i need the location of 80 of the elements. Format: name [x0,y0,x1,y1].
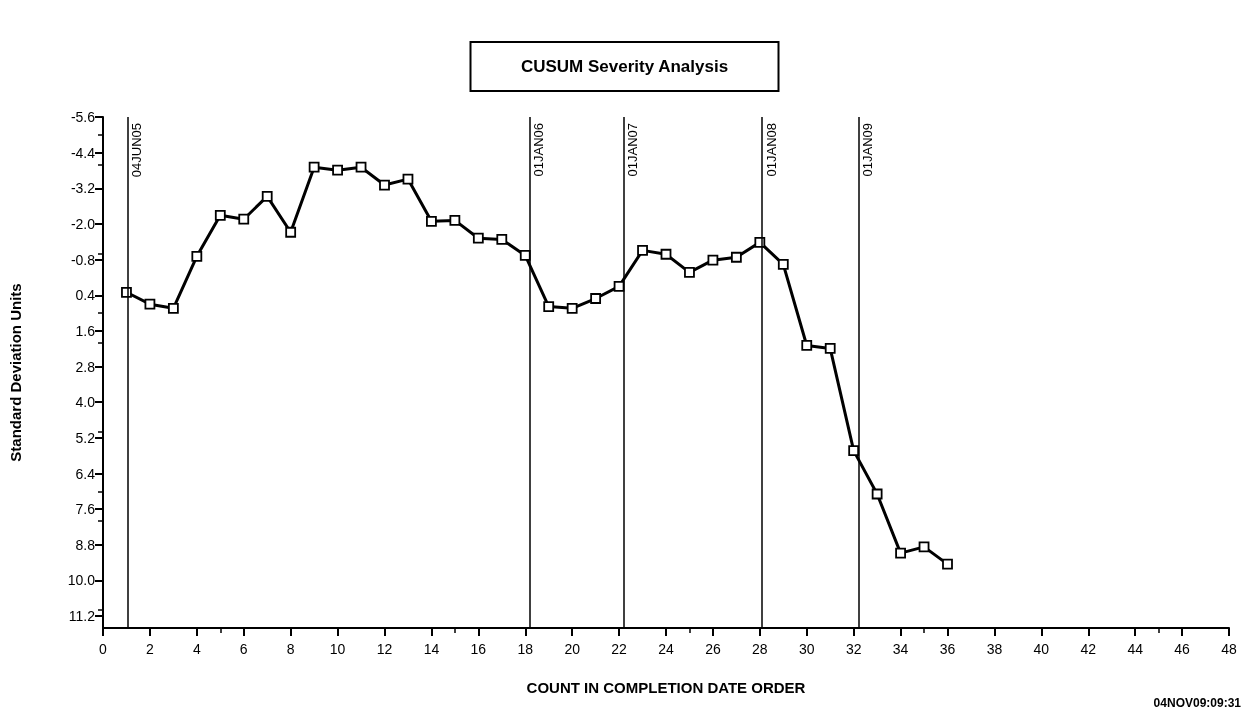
y-tick-label: 1.6 [75,322,96,339]
y-tick-label: -5.6 [70,109,96,125]
ref-line-label: 01JAN07 [625,123,641,177]
point [167,302,179,314]
point [707,254,719,266]
ref-line-label: 01JAN09 [859,123,875,177]
point [496,234,508,245]
point [449,214,461,226]
x-tick-label: 16 [470,641,487,657]
point [379,179,390,191]
point [238,213,250,225]
x-tick-label: 48 [1221,641,1237,657]
point [261,190,273,202]
chart-title: CUSUM Severity Analysis [520,57,729,76]
point [637,244,648,256]
point [895,547,906,559]
x-tick-label: 8 [286,641,295,657]
point [684,266,695,278]
x-tick-label: 38 [986,641,1003,657]
point [824,343,836,354]
y-tick-label: -0.8 [70,251,96,268]
y-tick-label: 6.4 [75,465,96,482]
y-tick-label: 4.0 [75,394,96,411]
point [777,258,789,270]
ref-line-label: 01JAN06 [531,123,547,177]
y-axis-title: Standard Deviation Units [7,283,24,462]
x-tick-label: 22 [611,641,628,657]
point [871,488,883,500]
point [308,161,320,173]
point [214,209,226,221]
x-tick-label: 4 [192,641,201,657]
x-axis-title: COUNT IN COMPLETION DATE ORDER [526,679,806,696]
point [191,250,203,262]
x-tick-label: 6 [239,641,248,657]
x-tick-label: 24 [658,641,674,657]
x-tick-label: 20 [564,641,581,657]
point [355,161,367,173]
x-tick-label: 44 [1127,641,1144,657]
x-tick-label: 30 [798,641,815,657]
x-tick-label: 0 [99,641,108,657]
point [543,301,555,312]
point [144,298,156,310]
x-tick-label: 10 [329,641,346,657]
y-tick-label: 7.6 [75,501,96,518]
ref-line-label: 04JUN05 [129,123,145,178]
point [660,248,672,260]
x-tick-label: 34 [892,641,909,657]
x-tick-label: 2 [146,641,155,657]
point [332,164,343,176]
x-tick-label: 32 [845,641,862,657]
y-tick-label: 8.8 [75,536,96,553]
y-tick-label: 11.2 [68,608,96,625]
point [918,541,930,553]
x-tick-label: 14 [423,641,440,657]
point [285,226,297,238]
y-tick-label: -4.4 [70,144,96,161]
x-tick-label: 18 [517,641,534,657]
text: 04NOV09:09:31 [1153,696,1242,710]
y-tick-label: -3.2 [70,180,96,197]
point [472,232,484,244]
y-tick-label: 0.4 [75,287,96,304]
ref-line-label: 01JAN08 [763,123,779,177]
point [426,215,437,227]
x-tick-label: 12 [376,641,393,657]
x-tick-label: 42 [1080,641,1097,657]
x-tick-label: 28 [752,641,768,657]
x-tick-label: 26 [705,641,721,657]
x-tick-label: 40 [1033,641,1050,657]
point [566,302,578,314]
y-tick-label: 10.0 [67,572,96,589]
point [590,293,602,304]
y-tick-label: 2.8 [75,358,96,375]
point [942,558,953,570]
point [848,445,860,457]
x-tick-label: 46 [1174,641,1191,657]
point [730,251,742,263]
y-tick-label: -2.0 [70,215,96,232]
y-tick-label: 5.2 [75,429,96,446]
point [801,340,813,351]
x-tick-label: 36 [939,641,956,657]
